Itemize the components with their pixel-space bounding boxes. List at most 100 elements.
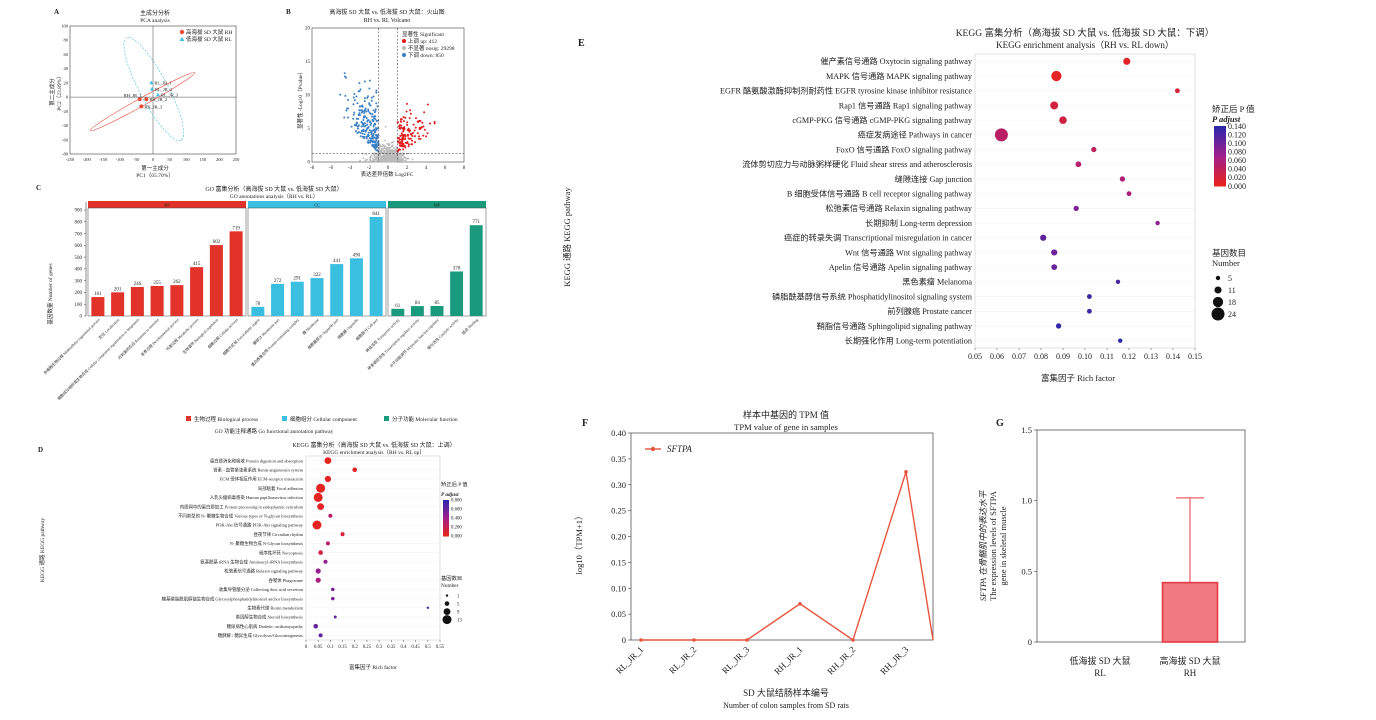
color-legend-gradient [1214, 131, 1226, 134]
up-point [410, 143, 413, 146]
color-legend-tick: 0.400 [451, 517, 462, 522]
y-tick-label: 60 [64, 52, 69, 57]
y-tick-label: 400 [75, 268, 83, 273]
bar-value-label: 161 [94, 292, 102, 297]
nosig-point [405, 157, 407, 160]
color-legend-gradient [443, 512, 449, 514]
rh-point [139, 104, 144, 109]
down-point [371, 135, 374, 138]
down-point [372, 109, 375, 112]
x-tick-label: 0.05 [314, 645, 323, 650]
x-tick-label: 0 [152, 157, 155, 162]
up-point [399, 148, 402, 151]
nosig-point [377, 156, 380, 159]
category-label: 对刺激的反应 Response to stimulus [117, 317, 161, 361]
nosig-point [402, 153, 404, 156]
color-legend-gradient [1214, 176, 1226, 179]
group-header-cc [248, 201, 386, 208]
down-point [345, 109, 348, 112]
legend-cc-label: 细胞组分 Cellular component [290, 415, 357, 423]
color-legend-tick: 0.080 [1228, 148, 1246, 157]
color-legend-gradient [443, 527, 449, 529]
pathway-bubble [1051, 249, 1058, 256]
down-point [353, 92, 356, 95]
x-tick-label: RL_JR_3 [720, 644, 752, 676]
y-tick-label: 0.5 [1021, 566, 1032, 576]
legend-bp-label: 生物过程 Biological process [194, 415, 258, 423]
pathway-bubble [1051, 264, 1058, 271]
up-point [401, 136, 404, 139]
plot-frame [630, 432, 934, 641]
color-legend-tick: 0.020 [1228, 173, 1246, 182]
down-point [361, 105, 364, 108]
pathway-bubble [1123, 57, 1131, 65]
x-tick-label: 0.35 [387, 645, 396, 650]
bar [391, 308, 405, 316]
go-bar-chart: C GO 富集分析（高海拔 SD 大鼠 vs. 低海拔 SD 大鼠） GO an… [36, 184, 487, 435]
down-point [368, 102, 371, 105]
x-tick-label: 200 [216, 157, 224, 162]
legend-up-marker [402, 39, 406, 43]
pathway-bubble [1059, 116, 1067, 124]
pathway-bubble [1174, 88, 1180, 94]
up-point [404, 135, 407, 138]
down-point [367, 131, 370, 134]
color-legend-gradient [443, 509, 449, 511]
down-point [369, 124, 372, 127]
color-legend-tick: 0.000 [451, 535, 462, 540]
down-point [372, 133, 375, 136]
down-point [371, 113, 374, 116]
x-tick-label: 0 [305, 645, 308, 650]
nosig-point [384, 155, 387, 158]
up-point [407, 143, 410, 146]
pathway-bubble [313, 623, 319, 629]
up-point [402, 120, 405, 123]
color-legend-gradient [1214, 158, 1226, 162]
down-point [376, 127, 379, 130]
bar [430, 305, 444, 316]
nosig-point [392, 154, 395, 157]
chart-title: KEGG 富集分析（高海拔 SD 大鼠 vs. 低海拔 SD 大鼠：上调） [292, 441, 455, 449]
x-tick-label: 0.14 [1166, 352, 1180, 361]
y-tick-label: 0.25 [611, 506, 626, 516]
down-point [360, 125, 363, 128]
x-tick-label: 8 [463, 166, 466, 171]
chart-subtitle: KEGG enrichment analysis（RH vs. RL up） [323, 449, 425, 456]
legend-rh-marker [179, 29, 185, 35]
nosig-point [404, 159, 407, 162]
nosig-point [395, 149, 397, 152]
color-legend-gradient [1214, 128, 1226, 132]
x-tick-label: 4 [425, 166, 428, 171]
x-tick-label: 0.1 [327, 645, 334, 650]
down-point [363, 110, 366, 113]
down-point [355, 95, 358, 98]
color-legend-gradient [443, 518, 449, 520]
panel-a: A 主成分分析 PCA analysis -250 -200 -150 -100 -50… [48, 4, 260, 179]
bar-value-label: 415 [193, 262, 201, 267]
category-label: 发育过程 Developmental process [140, 317, 180, 357]
x-tick-label: 6 [444, 166, 447, 171]
nosig-point [391, 150, 394, 153]
expression-bar-chart: G 0 0.5 1.0 1.5 低海拔 SD 大鼠 RL 高海拔 SD 大鼠 RH SFTPA… [978, 418, 1246, 678]
nosig-point [373, 155, 376, 158]
color-legend-gradient [443, 501, 449, 504]
x-tick-label: 0.09 [1056, 352, 1070, 361]
up-point [433, 122, 436, 125]
bar [330, 264, 344, 316]
color-legend-gradient [1214, 171, 1226, 174]
pathway-label: 流体剪切应力与动脉粥样硬化 Fluid shear stress and ath… [742, 159, 972, 169]
up-point [423, 128, 426, 131]
x-tick-label: 0.10 [1078, 352, 1092, 361]
nosig-point [395, 157, 397, 160]
bar-value-label: 85 [435, 301, 441, 306]
pathway-bubble [318, 550, 323, 555]
pathway-bubble [313, 492, 323, 502]
rh-point-label: RH_JR_1 [124, 93, 142, 98]
color-legend-gradient [1214, 141, 1226, 144]
down-point [359, 105, 362, 108]
pathway-bubble [315, 568, 321, 574]
y-tick-label: 0.05 [611, 609, 626, 619]
down-point [363, 135, 366, 138]
nosig-point [369, 156, 372, 159]
x-tick-label: 0.25 [363, 645, 372, 650]
